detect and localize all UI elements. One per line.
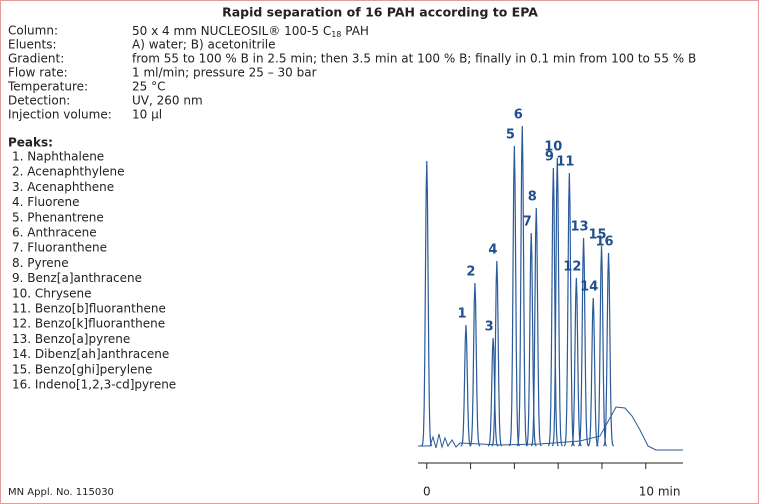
condition-value: from 55 to 100 % B in 2.5 min; then 3.5 … <box>132 52 696 66</box>
peak-name: 12. Benzo[k]fluoranthene <box>12 317 165 331</box>
condition-label: Column: <box>8 24 58 38</box>
condition-value: 25 °C <box>132 80 165 94</box>
peak <box>491 260 503 447</box>
peak-label: 2 <box>466 265 475 280</box>
peak-name: 4. Fluorene <box>12 195 80 209</box>
x-tick-label: 0 <box>423 485 431 499</box>
condition-value: UV, 260 nm <box>132 94 203 108</box>
peak-label: 8 <box>528 190 537 205</box>
footer: MN Appl. No. 115030 <box>8 487 114 498</box>
peak-name: 2. Acenaphthylene <box>12 165 125 179</box>
peak-label: 14 <box>580 280 598 295</box>
condition-suffix: PAH <box>341 24 369 38</box>
peak-label: 15 <box>588 228 606 243</box>
peak-name: 3. Acenaphthene <box>12 180 114 194</box>
peaks-heading: Peaks: <box>8 136 53 150</box>
peak <box>508 145 520 447</box>
peak <box>551 157 563 447</box>
peak-name: 7. Fluoranthene <box>12 241 107 255</box>
peak <box>487 337 499 447</box>
peak-label: 12 <box>563 260 581 275</box>
peak-name: 15. Benzo[ghi]perylene <box>12 362 152 376</box>
peak <box>578 237 590 447</box>
peak-label: 9 <box>545 150 554 165</box>
peak-name: 9. Benz[a]anthracene <box>12 271 142 285</box>
x-tick-label: 10 min <box>639 485 681 499</box>
condition-label: Detection: <box>8 94 70 108</box>
peak-name: 6. Anthracene <box>12 226 97 240</box>
condition-label: Temperature: <box>7 80 88 94</box>
condition-label: Injection volume: <box>8 108 112 122</box>
peak <box>421 160 433 447</box>
peak <box>460 324 472 447</box>
condition-subscript: 18 <box>331 30 341 39</box>
peak-name: 8. Pyrene <box>12 256 69 270</box>
peak-label: 10 <box>544 140 562 155</box>
peak <box>516 125 528 447</box>
condition-value: 50 x 4 mm NUCLEOSIL® 100-5 C18 PAH <box>132 24 369 39</box>
peak-label: 13 <box>571 220 589 235</box>
peak-label: 4 <box>488 243 497 258</box>
peak <box>469 282 481 447</box>
peak-name: 5. Phenantrene <box>12 210 104 224</box>
peak-name: 1. Naphthalene <box>12 150 104 164</box>
condition-label: Flow rate: <box>8 66 68 80</box>
peak-name: 16. Indeno[1,2,3-cd]pyrene <box>12 378 176 392</box>
peak-label: 11 <box>556 155 574 170</box>
peak-label: 5 <box>506 128 515 143</box>
condition-value: 1 ml/min; pressure 25 – 30 bar <box>132 66 317 80</box>
peak-label: 1 <box>457 307 466 322</box>
peak-name: 13. Benzo[a]pyrene <box>12 332 130 346</box>
peak-label: 6 <box>514 108 523 123</box>
peak <box>547 167 559 447</box>
baseline-trace <box>418 406 683 451</box>
peak-label: 16 <box>595 235 613 250</box>
peak <box>563 172 575 447</box>
peak-name: 10. Chrysene <box>12 286 92 300</box>
condition-label: Eluents: <box>8 38 57 52</box>
peak-name: 14. Dibenz[ah]anthracene <box>12 347 169 361</box>
condition-value: 10 µl <box>132 108 162 122</box>
peak <box>525 232 537 447</box>
condition-label: Gradient: <box>8 52 64 66</box>
peak-name: 11. Benzo[b]fluoranthene <box>12 302 166 316</box>
title: Rapid separation of 16 PAH according to … <box>222 5 538 20</box>
peak <box>603 252 615 447</box>
condition-text: 50 x 4 mm NUCLEOSIL® 100-5 C <box>132 24 331 38</box>
peak-label: 3 <box>485 320 494 335</box>
peak <box>587 297 599 447</box>
peak-label: 7 <box>523 215 532 230</box>
condition-value: A) water; B) acetonitrile <box>132 38 276 52</box>
peak <box>530 207 542 447</box>
peak <box>596 245 608 447</box>
